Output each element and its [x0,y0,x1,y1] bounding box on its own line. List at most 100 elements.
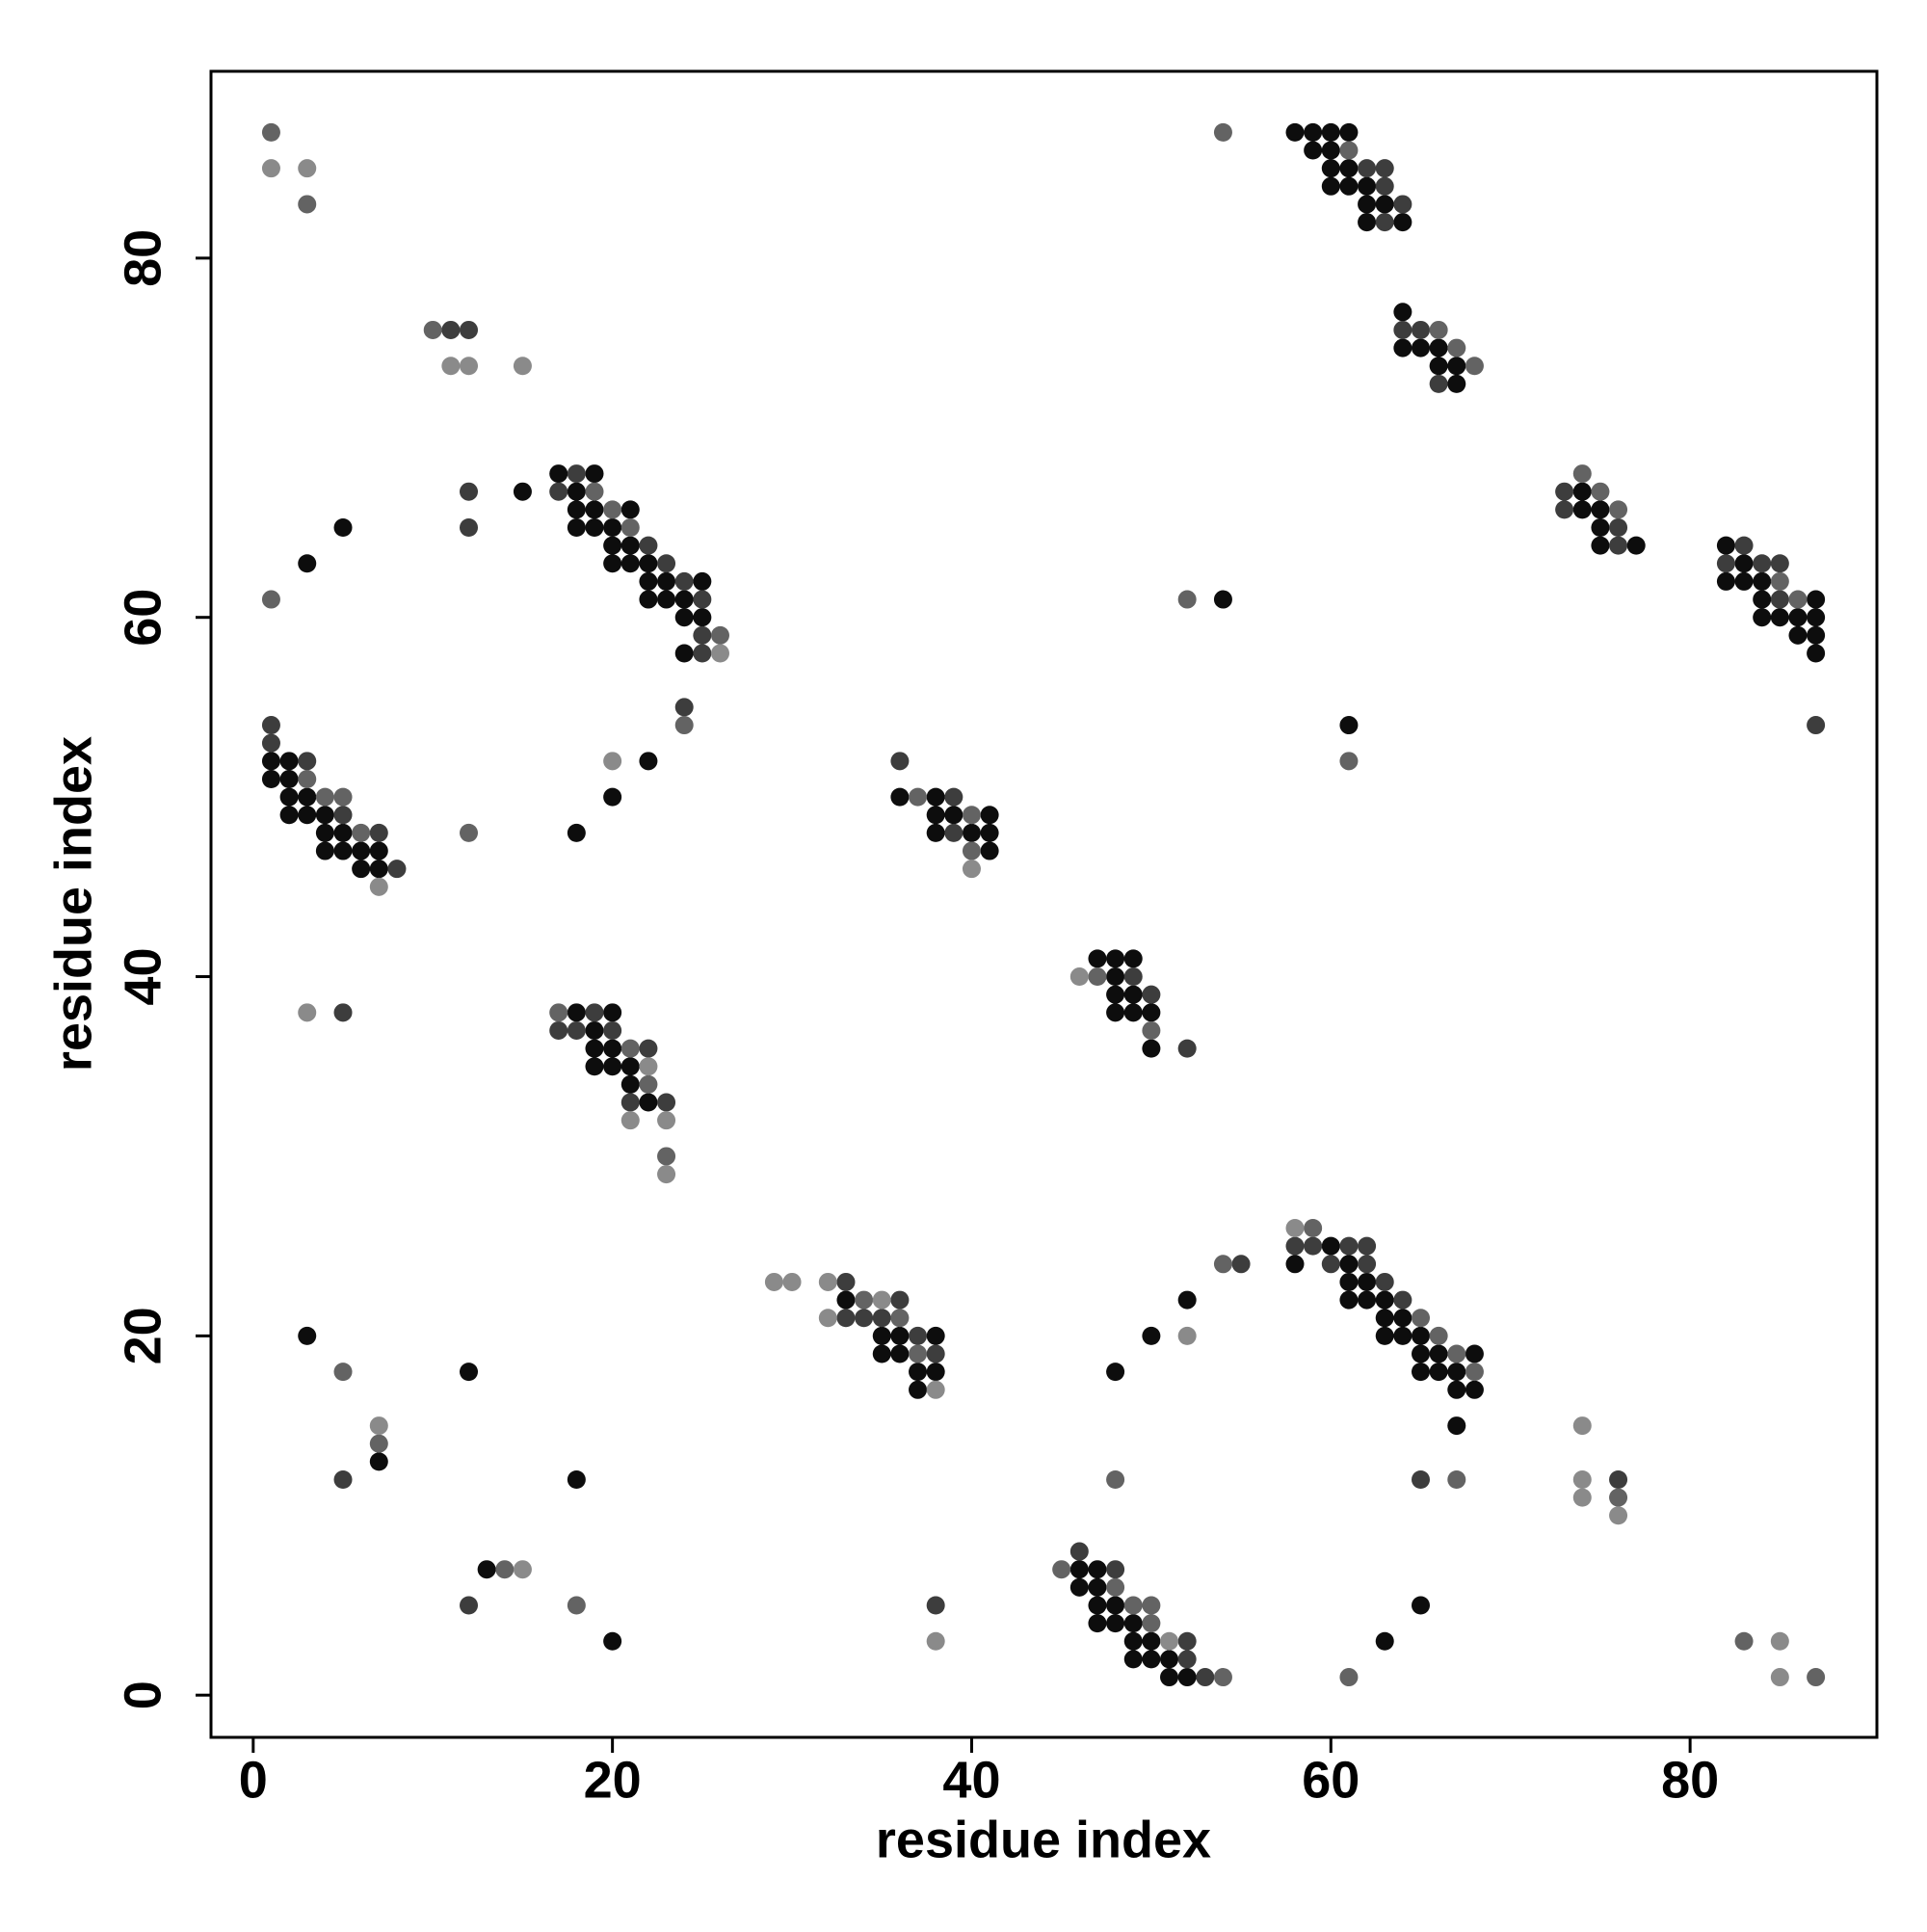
contact-point [1393,213,1412,232]
contact-point [1572,500,1592,519]
contact-point [1339,1255,1359,1274]
contact-point [872,1290,891,1310]
contact-point [1088,949,1107,968]
contact-point [1734,536,1754,555]
y-axis-title: residue index [44,736,102,1072]
contact-point [603,1039,622,1058]
contact-point [674,698,694,717]
contact-point [1465,357,1484,376]
contact-point [639,1093,658,1112]
contact-point [513,357,532,376]
contact-point [1142,1650,1161,1669]
contact-point [585,482,604,501]
contact-point [567,517,586,537]
contact-point [1753,554,1772,573]
contact-point [1106,967,1125,987]
contact-point [1807,716,1826,735]
x-tick-label: 40 [942,1751,1000,1809]
contact-point [298,1003,317,1022]
contact-point [1052,1560,1071,1579]
contact-point [1447,357,1466,376]
contact-point [1788,625,1808,645]
contact-point [585,1057,604,1076]
contact-point [1358,1255,1377,1274]
contact-point [1123,985,1143,1004]
contact-point [298,554,317,573]
contact-point [333,517,353,537]
contact-point [369,841,388,860]
contact-point [818,1272,837,1291]
contact-point [1555,482,1574,501]
x-tick-label: 0 [239,1751,268,1809]
y-tick-label: 0 [114,1681,172,1709]
contact-point [1123,967,1143,987]
contact-point [279,806,299,825]
contact-point [567,823,586,842]
contact-point [926,1596,945,1615]
y-tick-label: 60 [114,589,172,647]
contact-point [387,860,407,879]
contact-point [1142,1003,1161,1022]
contact-point [1788,608,1808,627]
contact-point [639,1074,658,1094]
contact-point [764,1272,783,1291]
contact-point [909,1380,928,1399]
contact-point [1106,1003,1125,1022]
contact-point [962,806,981,825]
contact-point [315,806,334,825]
contact-point [836,1272,856,1291]
contact-point [567,1596,586,1615]
contact-point [1447,374,1466,393]
contact-point [1304,1236,1323,1256]
contact-point [1807,1668,1826,1687]
contact-point [298,195,317,214]
contact-point [1375,213,1394,232]
contact-point [1429,320,1448,339]
contact-point [1770,590,1789,609]
contact-point [1177,590,1197,609]
contact-point [639,1039,658,1058]
contact-point [1358,195,1377,214]
contact-point [872,1326,891,1345]
contact-point [620,1074,640,1094]
contact-point [1609,536,1628,555]
contact-point [1591,517,1610,537]
contact-point [369,877,388,896]
contact-point [1231,1255,1251,1274]
contact-point [513,482,532,501]
contact-point [1304,1219,1323,1238]
contact-point [818,1309,837,1328]
contact-point [620,1093,640,1112]
contact-point [1339,752,1359,771]
contact-point [567,500,586,519]
contact-point [603,554,622,573]
contact-point [1429,338,1448,357]
contact-point [1358,1272,1377,1291]
contact-point [513,1560,532,1579]
contact-point [657,554,676,573]
contact-point [1609,1506,1628,1525]
contact-point [603,1057,622,1076]
contact-point [1753,571,1772,591]
contact-point [549,1003,568,1022]
contact-point [657,1165,676,1184]
contact-point [693,590,712,609]
contact-point [1123,1614,1143,1633]
contact-point [1321,141,1340,160]
contact-point [585,500,604,519]
contact-point [980,823,999,842]
contact-point [1375,1326,1394,1345]
contact-point [710,644,729,663]
contact-point [1609,500,1628,519]
contact-point [693,625,712,645]
contact-point [549,464,568,484]
contact-point [1429,1344,1448,1363]
contact-point [460,517,479,537]
contact-point [926,1631,945,1651]
contact-point [1770,1631,1789,1651]
contact-point [603,517,622,537]
contact-point [369,823,388,842]
contact-point [890,1326,910,1345]
contact-point [1572,1469,1592,1489]
contact-point [315,841,334,860]
